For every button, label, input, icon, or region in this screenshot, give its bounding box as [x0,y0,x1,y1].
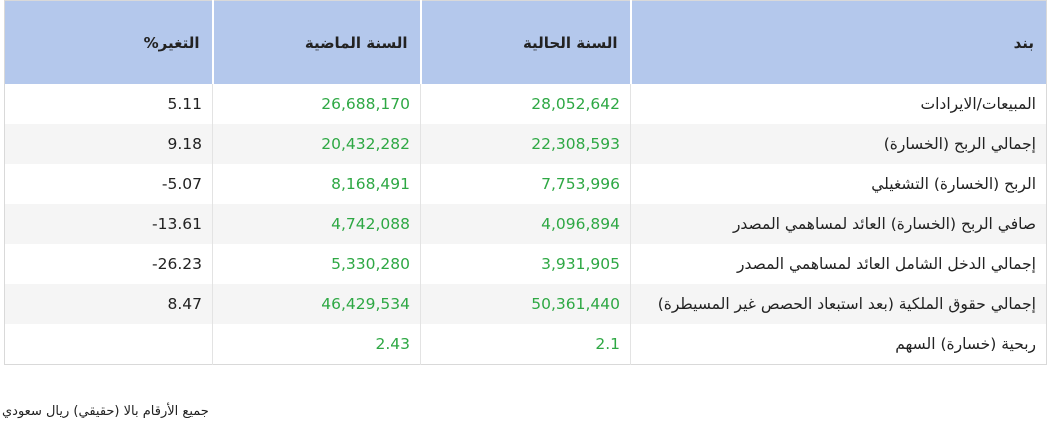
value-cell [4,324,213,365]
value-cell: 7,753,996 [420,164,631,204]
table-row: إجمالي الربح (الخسارة) 22,308,593 20,432,2… [4,124,1047,164]
value-cell: 4,742,088 [212,204,421,244]
row-label: المبيعات/الايرادات [630,84,1047,124]
header-cell: التغير% [4,0,213,84]
value-cell: 8.47 [4,284,213,324]
table-row: الربح (الخسارة) التشغيلي 7,753,996 8,168,4… [4,164,1047,204]
row-label: الربح (الخسارة) التشغيلي [630,164,1047,204]
value-cell: 2.43 [212,324,421,365]
value-cell: 4,096,894 [420,204,631,244]
table-row: المبيعات/الايرادات 28,052,642 26,688,170 5.… [4,84,1047,124]
value-cell: 50,361,440 [420,284,631,324]
value-cell: 8,168,491 [212,164,421,204]
value-cell: 20,432,282 [212,124,421,164]
value-cell: 22,308,593 [420,124,631,164]
header-cell: بند [629,0,1047,84]
value-cell: 13.61- [4,204,213,244]
row-label: إجمالي حقوق الملكية (بعد استبعاد الحصص غ… [630,284,1047,324]
row-label: إجمالي الربح (الخسارة) [630,124,1047,164]
table-row: إجمالي الدخل الشامل العائد لمساهمي المصد… [4,244,1047,284]
value-cell: 2.1 [420,324,631,365]
value-cell: 5.11 [4,84,213,124]
row-label: إجمالي الدخل الشامل العائد لمساهمي المصد… [630,244,1047,284]
value-cell: 9.18 [4,124,213,164]
value-cell: 3,931,905 [420,244,631,284]
header-cell: السنة الماضية [211,0,421,84]
value-cell: 46,429,534 [212,284,421,324]
financial-table: بند السنة الحالية السنة الماضية التغير% الم… [4,0,1047,365]
value-cell: 5,330,280 [212,244,421,284]
value-cell: 5.07- [4,164,213,204]
header-cell: السنة الحالية [419,0,631,84]
row-label: ربحية (خسارة) السهم [630,324,1047,365]
table-wrap: بند السنة الحالية السنة الماضية التغير% الم… [4,0,1047,365]
row-label: صافي الربح (الخسارة) العائد لمساهمي المص… [630,204,1047,244]
value-cell: 28,052,642 [420,84,631,124]
table-row: ربحية (خسارة) السهم 2.1 2.43 [4,324,1047,365]
table-row: إجمالي حقوق الملكية (بعد استبعاد الحصص غ… [4,284,1047,324]
value-cell: 26.23- [4,244,213,284]
table-row: صافي الربح (الخسارة) العائد لمساهمي المص… [4,204,1047,244]
value-cell: 26,688,170 [212,84,421,124]
header-row: بند السنة الحالية السنة الماضية التغير% [4,0,1047,84]
footnote: جميع الأرقام بالا (حقيقي) ريال سعودي [2,404,209,419]
table-body: المبيعات/الايرادات 28,052,642 26,688,170 5.… [4,84,1047,365]
